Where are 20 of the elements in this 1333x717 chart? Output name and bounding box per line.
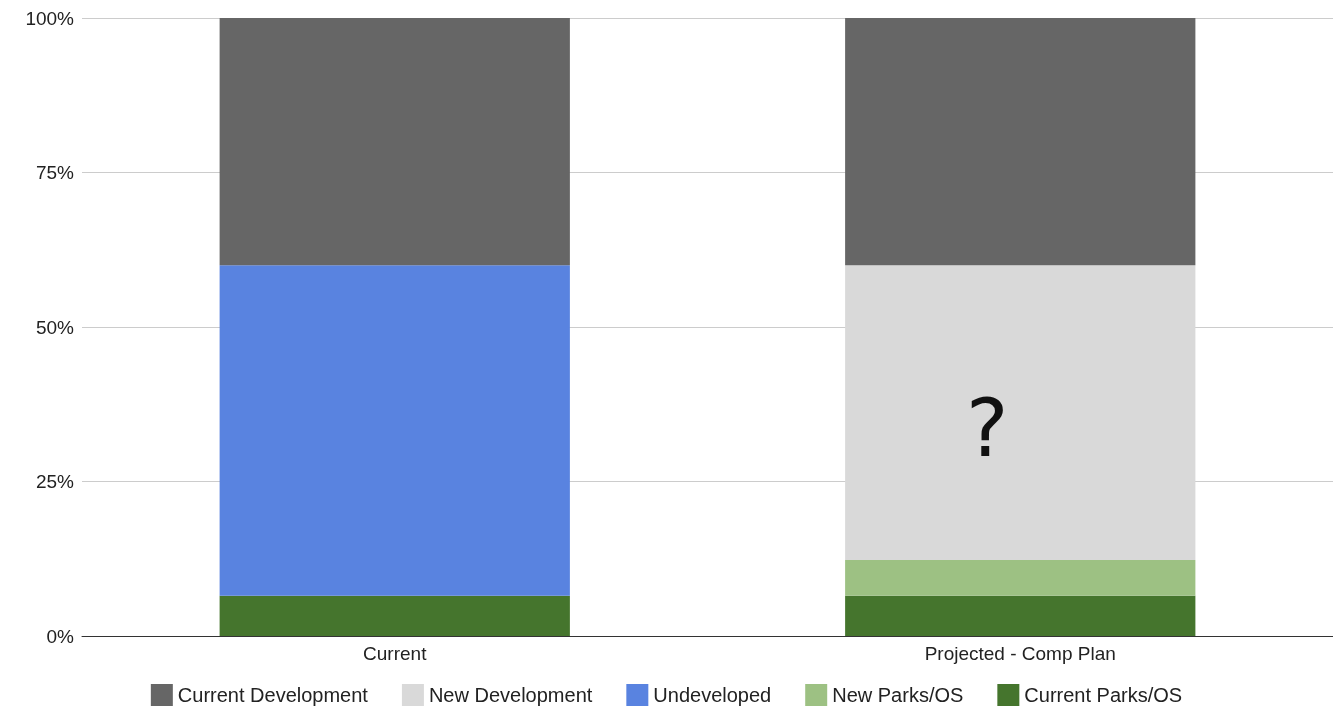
bar [219,265,570,596]
y-tick-label: 25% [35,471,75,492]
bar [219,595,570,636]
legend-label: Undeveloped [653,684,772,706]
legend-label: New Development [428,684,593,706]
bar [845,265,1196,560]
legend-label: Current Parks/OS [1024,684,1183,706]
bar [845,18,1196,266]
x-tick-label: Projected - Comp Plan [924,643,1116,664]
legend-label: New Parks/OS [832,684,964,706]
bar [219,18,570,266]
legend-label: Current Development [177,684,369,706]
y-tick-label: 75% [35,162,75,183]
bar [845,559,1196,596]
x-tick-label: Current [363,643,428,664]
bar [845,595,1196,636]
y-tick-label: 0% [46,625,75,647]
y-tick-label: 50% [35,316,75,338]
y-tick-label: 100% [25,7,75,29]
annotation: ? [966,381,1009,475]
